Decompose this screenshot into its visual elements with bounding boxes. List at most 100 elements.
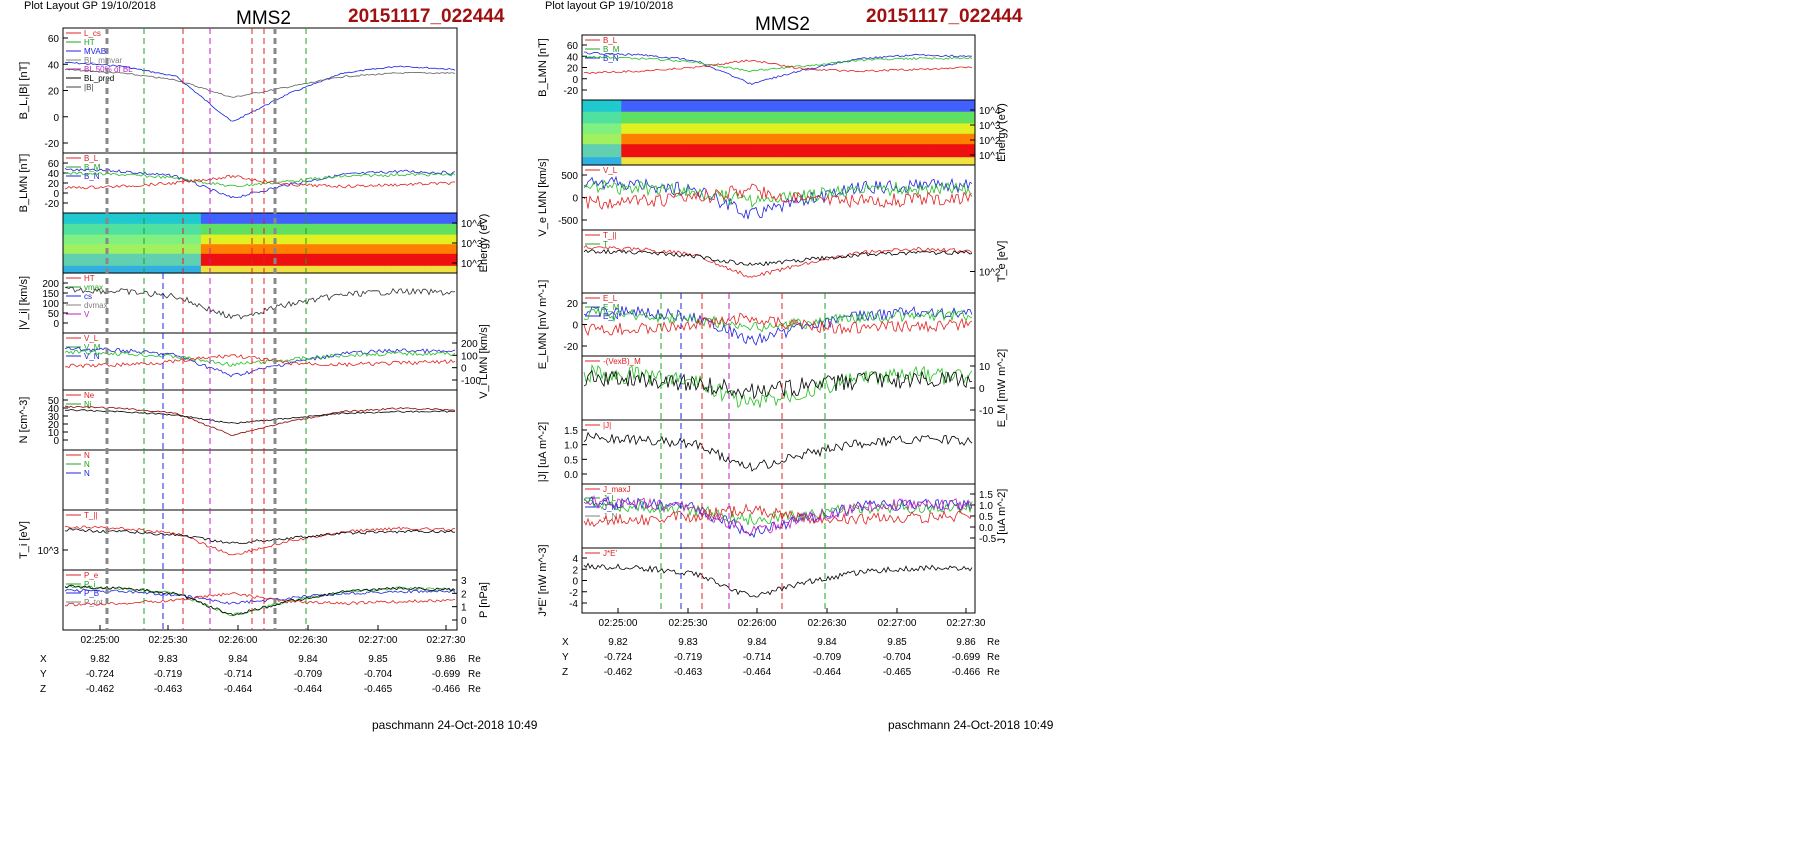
spectrogram-cell: [739, 133, 747, 145]
spectrogram-cell: [942, 100, 950, 113]
y-tick-label: 50: [48, 396, 60, 407]
spectrogram-cell: [857, 123, 865, 135]
spectrogram-cell: [168, 234, 176, 245]
spectrogram-cell: [233, 223, 241, 236]
spectrogram-cell: [621, 157, 629, 166]
y-tick-label: 40: [48, 169, 60, 180]
spectrogram-cell: [424, 223, 432, 236]
spectrogram-cell: [424, 253, 432, 267]
spectrogram-cell: [752, 157, 760, 166]
legend-entry: P_tot: [84, 598, 103, 607]
x-tick-label: 02:25:30: [669, 618, 708, 629]
coord-value: -0.466: [952, 667, 981, 678]
panel-5: 10 0 -10 E_M [mW m^-2] -(VexB)_M: [581, 349, 1008, 427]
spectrogram-cell: [601, 133, 609, 145]
spectrogram-cell: [273, 244, 281, 255]
spectrogram-cell: [135, 253, 143, 267]
spectrogram-cell: [955, 100, 963, 113]
y-tick-label: 0: [53, 113, 59, 124]
legend-entry: |B|: [84, 83, 94, 92]
coord-value: -0.699: [952, 652, 981, 663]
spectrogram-cell: [214, 265, 222, 274]
spectrogram-cell: [837, 144, 845, 158]
spectrogram-cell: [332, 234, 340, 245]
spectrogram-cell: [450, 265, 458, 274]
spectrogram-cell: [404, 253, 412, 267]
spectrogram-cell: [837, 100, 845, 113]
spectrogram-cell: [771, 100, 779, 113]
spectrogram-cell: [371, 213, 379, 225]
spectrogram-cell: [345, 253, 353, 267]
y-tick-label: 4: [572, 554, 578, 565]
spectrogram-cell: [935, 144, 943, 158]
spectrogram-cell: [345, 213, 353, 225]
spectrogram-cell: [588, 144, 596, 158]
spectrogram-cell: [850, 123, 858, 135]
spectrogram-cell: [870, 133, 878, 145]
spectrogram-cell: [358, 213, 366, 225]
spectrogram-cell: [240, 244, 248, 255]
spectrogram-cell: [141, 265, 149, 274]
y-tick-label: 30: [48, 412, 60, 423]
spectrogram-cell: [279, 234, 287, 245]
spectrogram-cell: [909, 157, 917, 166]
legend-entry: N: [84, 460, 90, 469]
spectrogram-cell: [154, 234, 163, 245]
spectrogram-cell: [929, 100, 937, 113]
y-axis-label: T_i [eV]: [18, 521, 30, 559]
spectrogram-cell: [647, 157, 655, 166]
spectrogram-cell: [443, 223, 452, 236]
legend-entry: E_N: [603, 312, 619, 321]
left-event-id: 20151117_022444: [348, 6, 505, 27]
panel-3: 10^2T_e [eV] T_||T: [581, 229, 1008, 294]
spectrogram-cell: [758, 144, 766, 158]
spectrogram-cell: [942, 144, 950, 158]
spectrogram-cell: [384, 244, 392, 255]
spectrogram-cell: [154, 244, 163, 255]
coord-value: -0.709: [813, 652, 842, 663]
spectrogram-cell: [443, 213, 452, 225]
coord-value: -0.464: [294, 684, 323, 695]
spectrogram-cell: [128, 244, 136, 255]
x-tick-label: 02:27:30: [947, 618, 986, 629]
spectrogram-cell: [857, 144, 865, 158]
legend-entry: N: [84, 469, 90, 478]
series-line: [583, 51, 973, 85]
spectrogram-cell: [739, 123, 747, 135]
y-tick-label: 0.0: [979, 523, 993, 534]
spectrogram-cell: [582, 100, 590, 113]
spectrogram-cell: [693, 100, 701, 113]
spectrogram-cell: [246, 244, 255, 255]
spectrogram-cell: [673, 100, 681, 113]
spectrogram-cell: [319, 213, 327, 225]
spectrogram-cell: [778, 133, 786, 145]
panel-6: 1.5 1.0 0.5 0.0 |J| [uA m^-2] |J|: [537, 419, 976, 485]
y-tick-label: 40: [48, 404, 60, 415]
spectrogram-cell: [608, 100, 616, 113]
y-axis-label: P [nPa]: [478, 582, 490, 618]
spectrogram-cell: [902, 111, 910, 124]
spectrogram-cell: [752, 133, 760, 145]
spectrogram-cell: [660, 100, 668, 113]
spectrogram-cell: [220, 253, 228, 267]
spectrogram-cell: [312, 213, 320, 225]
spectrogram-cell: [214, 213, 222, 225]
spectrogram-cell: [621, 111, 629, 124]
spectrogram-cell: [758, 123, 766, 135]
spectrogram-cell: [115, 244, 123, 255]
spectrogram-cell: [279, 244, 287, 255]
spectrogram-cell: [141, 223, 149, 236]
spectrogram-cell: [752, 111, 760, 124]
spectrogram-cell: [319, 265, 327, 274]
spectrogram-cell: [63, 213, 71, 225]
spectrogram-cell: [76, 244, 84, 255]
spectrogram-cell: [76, 234, 84, 245]
spectrogram-cell: [141, 253, 149, 267]
spectrogram-cell: [673, 157, 681, 166]
spectrogram-cell: [246, 265, 255, 274]
spectrogram-cell: [916, 133, 924, 145]
spectrogram-cell: [588, 133, 596, 145]
spectrogram-cell: [811, 133, 819, 145]
